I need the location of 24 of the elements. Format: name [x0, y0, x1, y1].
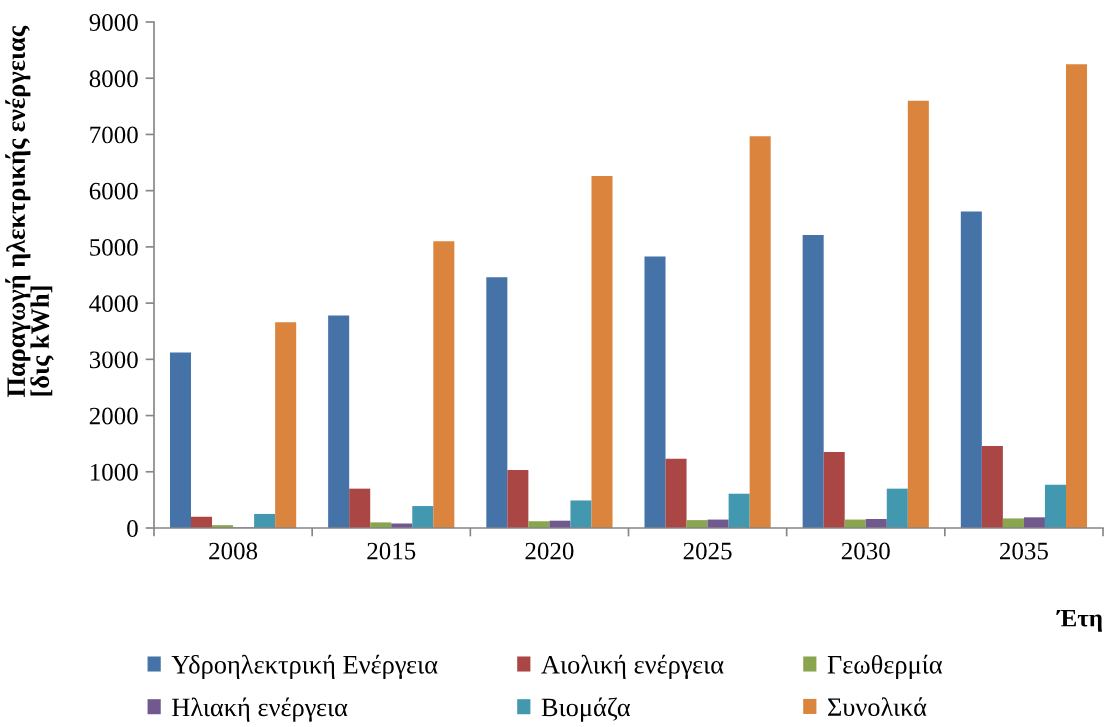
y-tick-label: 9000	[89, 14, 138, 31]
y-tick-label: 1000	[90, 463, 138, 481]
y-tick-label: 3000	[89, 351, 138, 369]
y-tick-label: 6000	[89, 182, 138, 200]
legend-label: Γεωθερμία	[827, 654, 943, 680]
x-tick-label: 2030	[841, 542, 890, 560]
x-tick-label: 2015	[367, 542, 416, 560]
legend-label: Συνολικά	[827, 697, 927, 717]
x-axis-title: Έτη	[1056, 609, 1102, 632]
y-axis-title: Παραγωγή ηλεκτρικής ενέργειας [δις kWh]	[5, 25, 54, 397]
x-tick-label: 2008	[209, 542, 258, 560]
x-tick-label: 2020	[525, 542, 574, 560]
y-tick-label: 4000	[89, 295, 138, 313]
y-tick-label: 8000	[89, 70, 138, 88]
legend-label: Βιομάζα	[541, 697, 631, 722]
legend-label: Αιολική ενέργεια	[541, 654, 724, 679]
legend-label: Υδροηλεκτρική Ενέργεια	[171, 654, 438, 679]
x-tick-label: 2025	[683, 542, 732, 560]
x-tick-label: 2035	[1000, 542, 1048, 560]
legend-label: Ηλιακή ενέργεια	[172, 697, 348, 722]
y-tick-label: 7000	[90, 126, 138, 144]
y-tick-label: 5000	[90, 238, 138, 256]
y-tick-label: 2000	[89, 407, 138, 425]
y-tick-label: 0	[127, 520, 138, 537]
